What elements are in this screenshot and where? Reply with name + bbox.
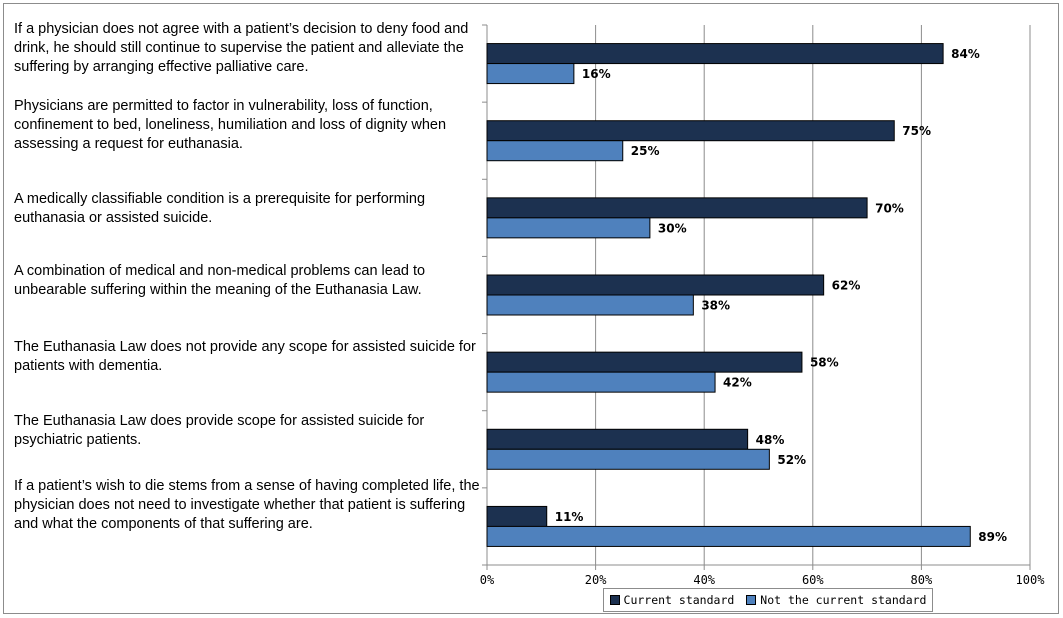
x-tick-label: 40% — [693, 573, 715, 587]
x-tick-label: 0% — [480, 573, 495, 587]
category-label: A medically classifiable condition is a … — [14, 191, 426, 226]
x-tick-label: 20% — [585, 573, 607, 587]
bar — [486, 371, 716, 393]
category-label: The Euthanasia Law does provide scope fo… — [14, 413, 425, 448]
bar — [486, 217, 651, 239]
bar — [486, 120, 895, 142]
legend-label-not-current-standard: Not the current standard — [760, 593, 927, 607]
data-label: 62% — [832, 279, 861, 293]
category-label: The Euthanasia Law does not provide any … — [14, 339, 476, 374]
category-label: If a patient’s wish to die stems from a … — [14, 478, 480, 532]
legend-label-current-standard: Current standard — [623, 593, 735, 607]
legend-swatch-not-current-standard — [746, 595, 757, 605]
data-label: 42% — [723, 376, 752, 390]
legend-item-not-current-standard: Not the current standard — [746, 593, 926, 607]
x-tick-label: 100% — [1016, 573, 1046, 587]
data-label: 16% — [582, 67, 611, 81]
legend: Current standard Not the current standar… — [603, 588, 933, 612]
data-label: 58% — [810, 356, 839, 370]
data-label: 48% — [756, 433, 785, 447]
legend-swatch-current-standard — [609, 595, 620, 605]
data-label: 30% — [658, 221, 687, 235]
x-tick-label: 80% — [911, 573, 933, 587]
data-label: 25% — [631, 144, 660, 158]
data-label: 52% — [777, 453, 806, 467]
bar — [486, 140, 624, 162]
legend-item-current-standard: Current standard — [609, 593, 735, 607]
data-label: 84% — [951, 47, 980, 61]
x-tick-label: 60% — [802, 573, 824, 587]
data-label: 38% — [701, 299, 730, 313]
category-label: If a physician does not agree with a pat… — [14, 21, 469, 75]
data-label: 89% — [978, 530, 1007, 544]
bar — [486, 505, 548, 527]
data-label: 70% — [875, 201, 904, 215]
category-label: Physicians are permitted to factor in vu… — [14, 98, 447, 152]
bar — [486, 274, 825, 296]
bar — [486, 525, 971, 547]
bar — [486, 428, 749, 450]
bar — [486, 63, 575, 85]
bar — [486, 448, 770, 470]
bar — [486, 43, 944, 65]
data-label: 11% — [555, 510, 584, 524]
bar — [486, 294, 694, 316]
bar — [486, 197, 868, 219]
category-label: A combination of medical and non-medical… — [14, 263, 426, 298]
data-label: 75% — [902, 124, 931, 138]
bar — [486, 351, 803, 373]
